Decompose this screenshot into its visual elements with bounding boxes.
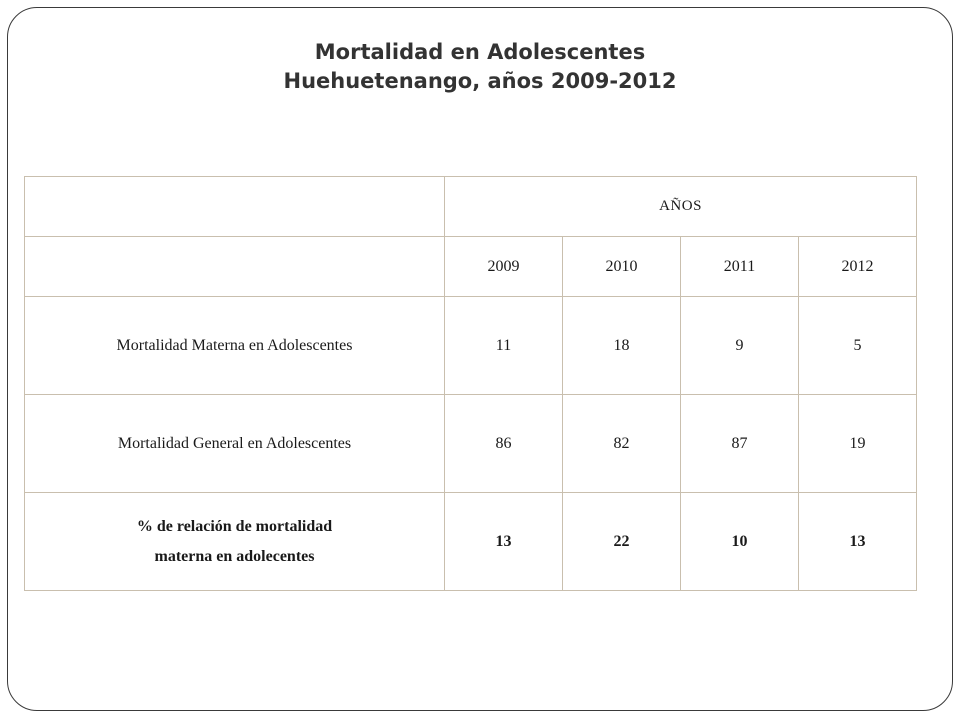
percentage-2009: 13 — [444, 492, 563, 591]
year-header-2009: 2009 — [444, 236, 563, 297]
table-header-row-years: 2009 2010 2011 2012 — [24, 236, 918, 297]
slide-title: Mortalidad en Adolescentes Huehuetenango… — [0, 38, 960, 96]
percentage-label-line-2: materna en adolecentes — [154, 547, 315, 565]
percentage-label-line-1: % de relación de mortalidad — [136, 517, 333, 535]
table-corner-cell-bottom — [24, 236, 445, 297]
percentage-2012: 13 — [797, 492, 918, 591]
row-label-general: Mortalidad General en Adolescentes — [24, 394, 445, 493]
percentage-2010: 22 — [562, 492, 681, 591]
years-group-header: AÑOS — [443, 176, 918, 237]
table-corner-cell-top — [24, 176, 445, 237]
general-2011: 87 — [680, 394, 799, 493]
maternal-2011: 9 — [680, 296, 799, 395]
maternal-2010: 18 — [562, 296, 681, 395]
general-2010: 82 — [562, 394, 681, 493]
year-header-2011: 2011 — [680, 236, 799, 297]
general-2012: 19 — [797, 394, 918, 493]
percentage-2011: 10 — [680, 492, 799, 591]
table-row-maternal-mortality: Mortalidad Materna en Adolescentes 11 18… — [24, 296, 918, 395]
year-header-2010: 2010 — [562, 236, 681, 297]
table-row-percentage: % de relación de mortalidad materna en a… — [24, 492, 918, 591]
year-header-2012: 2012 — [797, 236, 918, 297]
mortality-table: AÑOS 2009 2010 2011 2012 Mortalidad Mate… — [24, 176, 918, 591]
maternal-2012: 5 — [797, 296, 918, 395]
row-label-maternal: Mortalidad Materna en Adolescentes — [24, 296, 445, 395]
table-header-row-group: AÑOS — [24, 176, 918, 237]
row-label-percentage: % de relación de mortalidad materna en a… — [24, 492, 445, 591]
title-line-2: Huehuetenango, años 2009-2012 — [283, 69, 677, 93]
table-row-general-mortality: Mortalidad General en Adolescentes 86 82… — [24, 394, 918, 493]
maternal-2009: 11 — [444, 296, 563, 395]
title-line-1: Mortalidad en Adolescentes — [314, 40, 646, 64]
general-2009: 86 — [444, 394, 563, 493]
